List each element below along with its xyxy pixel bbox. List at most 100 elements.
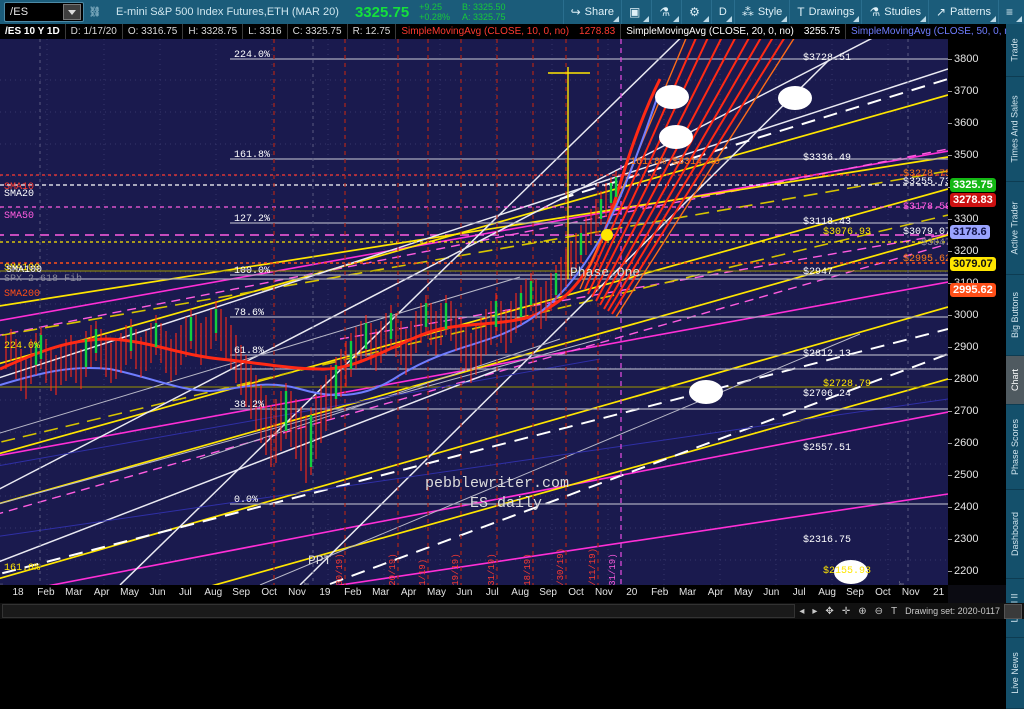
- toolbar-patterns-icon[interactable]: ↗ Patterns: [927, 0, 998, 24]
- ask-price: A: 3325.75: [461, 12, 506, 22]
- fib-label-1618: 161.8%: [234, 150, 271, 161]
- pan-icon[interactable]: ✛: [841, 605, 851, 617]
- price-tick-3000: 3000: [947, 309, 979, 321]
- price-tick-3800: 3800: [947, 53, 979, 65]
- sidebar-tab-label: Active Trader: [1010, 201, 1020, 255]
- caret-icon[interactable]: [919, 16, 926, 22]
- caret-icon[interactable]: [612, 16, 619, 22]
- price-label-3076: $3076.93: [823, 227, 872, 238]
- toolbar-drawings-icon[interactable]: T Drawings: [789, 0, 861, 24]
- time-tick-20: 20: [626, 587, 638, 598]
- resize-grip[interactable]: [1004, 603, 1022, 619]
- price-axis[interactable]: 3800370036003500340033003200310030002900…: [947, 39, 1006, 585]
- time-tick-21: 21: [933, 587, 945, 598]
- marker-ellipse: [655, 85, 689, 109]
- chevron-down-icon[interactable]: [63, 4, 81, 20]
- price-label-2812: $2812.13: [803, 349, 852, 360]
- time-tick-Sep: Sep: [846, 587, 864, 598]
- spx-fib-label: SPX 2.618 Fib: [4, 274, 83, 285]
- event-eoy-12-31-19: EOY (12/31/19): [608, 553, 618, 585]
- text-tool-icon[interactable]: T: [890, 605, 898, 617]
- price-label-3728: $3728.51: [803, 53, 852, 64]
- sidebar-tab-active-trader[interactable]: Active Trader: [1006, 182, 1024, 275]
- sidebar-tab-phase-scores[interactable]: Phase Scores: [1006, 405, 1024, 490]
- caret-icon[interactable]: [853, 16, 860, 22]
- caret-icon[interactable]: [643, 16, 650, 22]
- study-sma10-value: 1278.83: [574, 24, 622, 39]
- caret-icon[interactable]: [781, 16, 788, 22]
- price-tick-2700: 2700: [947, 405, 979, 417]
- price-label-3336: $3336.49: [803, 153, 852, 164]
- price-tick-2200: 2200: [947, 565, 979, 577]
- study-sma20-name[interactable]: SimpleMovingAvg (CLOSE, 20, 0, no): [626, 26, 794, 37]
- toolbar-style-icon[interactable]: ⁂ Style: [733, 0, 789, 24]
- time-tick-Nov: Nov: [288, 587, 306, 598]
- time-tick-Jun: Jun: [456, 587, 473, 598]
- sma200-badge[interactable]: 2995.62: [950, 283, 996, 297]
- sidebar-tab-dashboard[interactable]: Dashboard: [1006, 490, 1024, 579]
- toolbar-share-icon[interactable]: ↪ Share: [562, 0, 621, 24]
- change-absolute: +9.25: [419, 2, 442, 12]
- price-change: +9.25 +0.28%: [419, 2, 450, 22]
- zoom-in-icon[interactable]: ⊕: [858, 605, 867, 617]
- gear-icon: ⚙: [689, 5, 700, 19]
- sidebar-tab-live-news[interactable]: Live News: [1006, 638, 1024, 709]
- toolbar-studies-icon[interactable]: ⚗ Studies: [861, 0, 927, 24]
- caret-icon[interactable]: [702, 16, 709, 22]
- sidebar-tab-big-buttons[interactable]: Big Buttons: [1006, 275, 1024, 356]
- ohlc-low: L: 3316: [243, 24, 288, 39]
- caret-icon[interactable]: [1016, 16, 1022, 22]
- crosshair-icon[interactable]: ✥: [825, 605, 834, 617]
- toolbar-flask-icon[interactable]: ⚗: [651, 0, 681, 24]
- toolbar-timeframe-icon[interactable]: D: [710, 0, 734, 24]
- toolbar-save-layout-icon[interactable]: ▣: [620, 0, 651, 24]
- price-label-3255: $3255.73: [903, 177, 948, 188]
- sidebar-tab-times-and-sales[interactable]: Times And Sales: [1006, 77, 1024, 182]
- time-tick-Aug: Aug: [511, 587, 530, 598]
- drawing-set-label[interactable]: Drawing set: 2020-0117: [905, 606, 1000, 616]
- time-axis[interactable]: 18 Feb Mar Apr May Jun Jul Aug Sep Oct Nov 19 Feb Mar…: [0, 585, 948, 603]
- time-tick-Jul: Jul: [485, 587, 499, 598]
- caret-icon[interactable]: [673, 16, 680, 22]
- time-tick-18: 18: [12, 587, 24, 598]
- sma100-badge[interactable]: 3079.07: [950, 257, 996, 271]
- time-tick-19: 19: [319, 587, 331, 598]
- price-tick-3200: 3200: [947, 245, 979, 257]
- price-tick-3500: 3500: [947, 149, 979, 161]
- toolbar-button-label: Patterns: [950, 6, 991, 18]
- event-fomc-3-20-19: FOMC (3/20/19): [388, 553, 398, 585]
- fib-label-618: 61.8%: [234, 346, 265, 357]
- last-price-badge[interactable]: 3325.75: [950, 178, 996, 192]
- marker-ellipse: [834, 560, 868, 584]
- fib-label-224: 224.0%: [234, 50, 271, 61]
- price-tick-2500: 2500: [947, 469, 979, 481]
- link-icon[interactable]: ⛓: [88, 6, 102, 18]
- symbol-input[interactable]: /ES: [4, 2, 84, 22]
- toolbar-gear-icon[interactable]: ⚙: [681, 0, 711, 24]
- watermark-site: pebblewriter.com: [425, 475, 570, 492]
- toolbar-button-label: D: [718, 6, 727, 18]
- chart-id: /ES 10 Y 1D: [0, 24, 66, 39]
- caret-icon[interactable]: [989, 16, 996, 22]
- sma10-badge[interactable]: 3278.83: [950, 193, 996, 207]
- marker-ellipse: [689, 380, 723, 404]
- chart-plot-area[interactable]: SMA10 SMA20 SMA50 SMA100 SMA100 SPX 2.61…: [0, 39, 948, 585]
- caret-icon[interactable]: [725, 16, 732, 22]
- zoom-out-icon[interactable]: ⊖: [874, 605, 883, 617]
- toolbar-button-label: Style: [757, 6, 783, 18]
- sidebar-tab-trade[interactable]: Trade: [1006, 24, 1024, 77]
- prev-icon[interactable]: ◂: [799, 605, 805, 617]
- time-tick-Sep: Sep: [539, 587, 557, 598]
- next-icon[interactable]: ▸: [812, 605, 818, 617]
- sidebar-tab-chart[interactable]: Chart: [1006, 356, 1024, 405]
- event-fomc-1-30-19: FOMC (1/30/19): [335, 553, 345, 585]
- sma50-badge[interactable]: 3178.6: [950, 225, 990, 239]
- change-percent: +0.28%: [419, 12, 450, 22]
- toolbar-menu-icon[interactable]: ≡: [997, 0, 1024, 24]
- price-label-3047: $3047: [921, 238, 948, 249]
- study-sma50-name[interactable]: SimpleMovingAvg (CLOSE, 50, 0, no): [851, 26, 1008, 37]
- ohlc-date: D: 1/17/20: [66, 24, 123, 39]
- study-sma10-name[interactable]: SimpleMovingAvg (CLOSE, 10, 0, no): [401, 26, 570, 37]
- price-label-3118: $3118.43: [803, 217, 852, 228]
- horizontal-scrollbar[interactable]: [2, 604, 796, 618]
